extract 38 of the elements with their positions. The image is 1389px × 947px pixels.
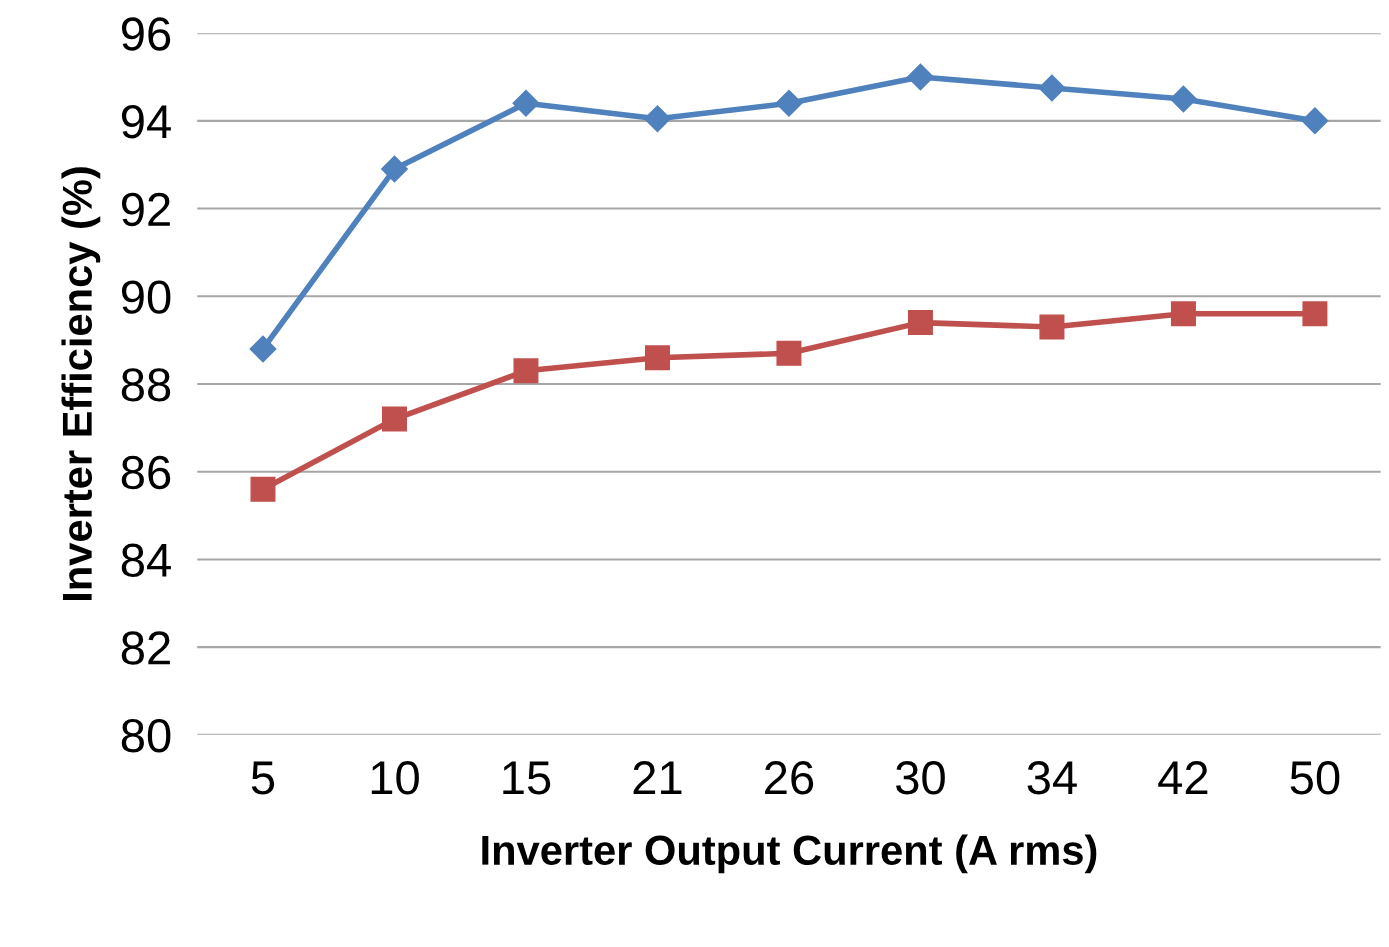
y-tick-label: 96 [121, 17, 171, 51]
y-tick-label: 80 [121, 719, 171, 753]
y-tick-label: 92 [121, 192, 170, 227]
point [513, 358, 539, 384]
y-tick-label: 90 [121, 280, 171, 314]
point [1301, 107, 1329, 135]
y-tick-label: 94 [121, 105, 171, 139]
point [775, 89, 803, 117]
y-tick-label: 84 [121, 543, 171, 578]
y-tick-label: 88 [121, 368, 171, 402]
x-tick-label: 10 [371, 761, 419, 795]
y-tick-label: 86 [121, 455, 171, 490]
x-tick-label: 5 [251, 761, 275, 795]
point [381, 155, 408, 183]
point [381, 406, 407, 432]
x-tick-label: 50 [1290, 761, 1340, 795]
x-tick-label: 21 [633, 761, 682, 795]
point [643, 105, 671, 133]
point [1302, 301, 1328, 327]
point [776, 340, 802, 366]
point [512, 89, 540, 117]
x-tick-label: 30 [895, 761, 945, 795]
point [1038, 74, 1066, 102]
y-tick-label: 82 [121, 631, 170, 665]
x-axis-title: Inverter Output Current (A rms) [482, 834, 1097, 874]
point [907, 310, 933, 336]
y-axis-title: Inverter Efficiency (%) [61, 167, 101, 601]
x-tick-label: 15 [503, 761, 551, 795]
x-tick-label: 34 [1027, 761, 1077, 795]
point [1169, 85, 1197, 113]
point [250, 476, 276, 502]
point [1170, 301, 1196, 327]
point [906, 63, 934, 91]
point [1039, 314, 1065, 340]
point [249, 335, 277, 363]
point [644, 345, 670, 371]
x-tick-label: 26 [765, 761, 814, 795]
x-tick-label: 42 [1158, 761, 1208, 795]
